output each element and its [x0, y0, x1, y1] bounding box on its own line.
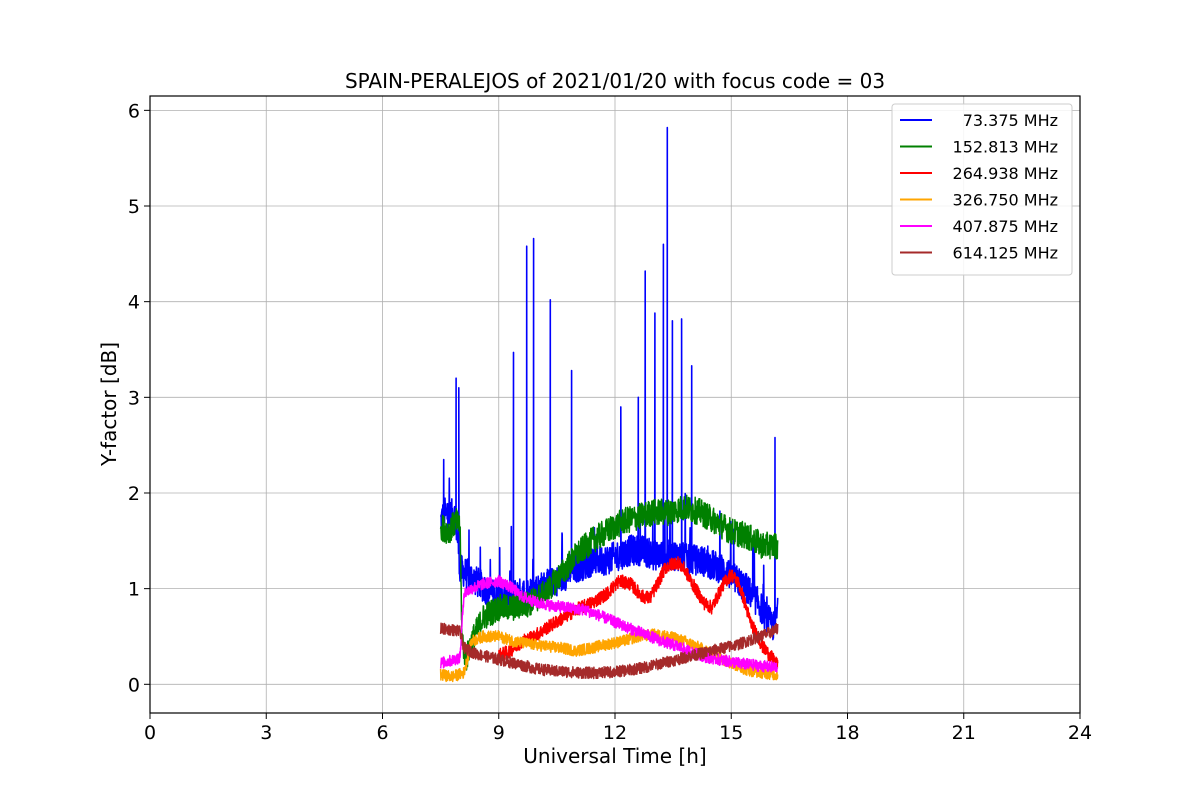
x-tick-label: 3	[260, 722, 272, 744]
legend-label: 326.750 MHz	[953, 191, 1058, 210]
legend-box	[891, 103, 1073, 276]
series-line-4	[439, 574, 779, 673]
legend-label: 264.938 MHz	[953, 164, 1058, 183]
x-tick-label: 24	[1068, 722, 1092, 744]
x-tick-label: 18	[835, 722, 859, 744]
legend: 73.375 MHz 152.813 MHz 264.938 MHz 326.750 …	[891, 103, 1073, 276]
legend-label: 407.875 MHz	[953, 217, 1058, 236]
y-tick-label: 4	[128, 292, 140, 314]
series-line-2	[498, 556, 779, 670]
x-tick-label: 15	[719, 722, 743, 744]
series-line-5	[439, 622, 779, 680]
x-tick-label: 21	[952, 722, 976, 744]
y-tick-label: 3	[128, 387, 140, 409]
x-tick-label: 0	[144, 722, 156, 744]
chart-title: SPAIN-PERALEJOS of 2021/01/20 with focus…	[345, 69, 885, 93]
x-tick-label: 12	[603, 722, 627, 744]
legend-label: 73.375 MHz	[963, 111, 1058, 130]
y-tick-label: 0	[128, 674, 140, 696]
x-tick-label: 9	[493, 722, 505, 744]
legend-label: 152.813 MHz	[953, 138, 1058, 157]
legend-label: 614.125 MHz	[953, 244, 1058, 263]
x-tick-label: 6	[376, 722, 388, 744]
y-axis-label: Y-factor [dB]	[97, 342, 121, 467]
y-tick-label: 1	[128, 579, 140, 601]
series-line-1	[439, 494, 779, 671]
x-axis-label: Universal Time [h]	[523, 744, 706, 768]
y-tick-label: 2	[128, 483, 140, 505]
series-layer	[439, 126, 779, 683]
y-tick-label: 5	[128, 196, 140, 218]
y-tick-label: 6	[128, 100, 140, 122]
